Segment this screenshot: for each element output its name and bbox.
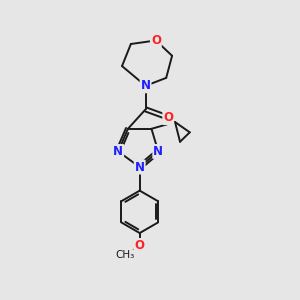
Text: CH₃: CH₃ [115,250,135,260]
Text: N: N [113,145,123,158]
Text: O: O [151,34,161,47]
Text: N: N [141,79,151,92]
Text: O: O [163,111,173,124]
Text: O: O [135,239,145,252]
Text: N: N [135,160,145,174]
Text: N: N [153,145,163,158]
